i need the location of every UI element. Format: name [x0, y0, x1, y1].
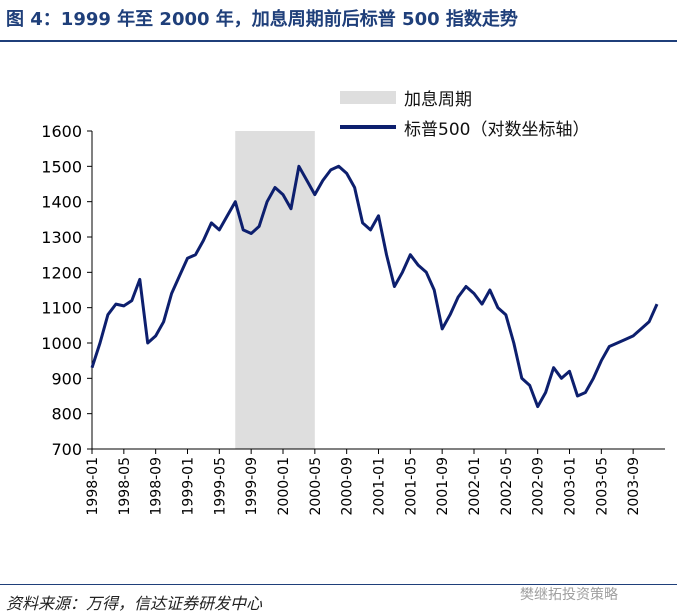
y-tick-label: 700	[51, 440, 82, 459]
legend: 加息周期 标普500（对数坐标轴）	[340, 82, 589, 142]
shaded-period-rate-hike	[235, 131, 315, 449]
source-note: 资料来源：万得，信达证券研发中心	[6, 594, 263, 613]
x-tick-label: 2000-05	[308, 457, 324, 516]
x-tick-label: 2001-09	[435, 457, 451, 516]
y-tick-label: 800	[51, 405, 82, 424]
y-tick-label: 1400	[41, 193, 82, 212]
x-tick-label: 1999-09	[244, 457, 260, 516]
chart: 700 800 900 1000 1100 1200 1300 1400 1500 1600 19…	[41, 122, 665, 516]
x-tick-label: 2002-09	[531, 457, 547, 516]
title-divider	[0, 40, 677, 42]
y-tick-label: 1100	[41, 299, 82, 318]
legend-label-shaded: 加息周期	[404, 89, 472, 110]
x-tick-label: 1998-09	[149, 457, 165, 516]
x-tick-label: 2001-01	[372, 457, 388, 516]
x-axis: 1998-01 1998-05 1998-09 1999-01 1999-05 1999-…	[85, 448, 665, 516]
figure-title: 图 4：1999 年至 2000 年，加息周期前后标普 500 指数走势	[6, 9, 518, 30]
y-axis: 700 800 900 1000 1100 1200 1300 1400 1500 1600	[41, 122, 93, 459]
legend-swatch-line	[340, 125, 396, 129]
legend-item-series: 标普500（对数坐标轴）	[340, 112, 589, 142]
series-line-sp500	[90, 164, 659, 409]
legend-label-series: 标普500（对数坐标轴）	[404, 119, 590, 140]
x-tick-label: 2003-05	[594, 457, 610, 516]
legend-item-shaded: 加息周期	[340, 82, 589, 112]
x-tick-label: 1998-05	[117, 457, 133, 516]
y-tick-label: 1500	[41, 157, 82, 176]
x-tick-label: 2002-01	[467, 457, 483, 516]
watermark: 樊继拓投资策略	[520, 587, 618, 603]
y-tick-label: 1600	[41, 122, 82, 141]
x-tick-label: 1998-01	[85, 457, 101, 516]
x-tick-label: 2001-05	[403, 457, 419, 516]
x-tick-label: 2002-05	[499, 457, 515, 515]
y-tick-label: 1200	[41, 263, 82, 282]
y-tick-label: 900	[51, 369, 82, 388]
legend-swatch-box	[340, 90, 396, 104]
x-tick-label: 2003-09	[626, 457, 642, 516]
y-tick-label: 1000	[41, 334, 82, 353]
x-tick-label: 2000-09	[340, 457, 356, 516]
x-tick-label: 1999-05	[212, 457, 228, 516]
x-tick-label: 1999-01	[181, 457, 197, 516]
x-tick-label: 2003-01	[563, 457, 579, 516]
footer-divider	[0, 584, 677, 585]
y-tick-label: 1300	[41, 228, 82, 247]
x-tick-label: 2000-01	[276, 457, 292, 516]
